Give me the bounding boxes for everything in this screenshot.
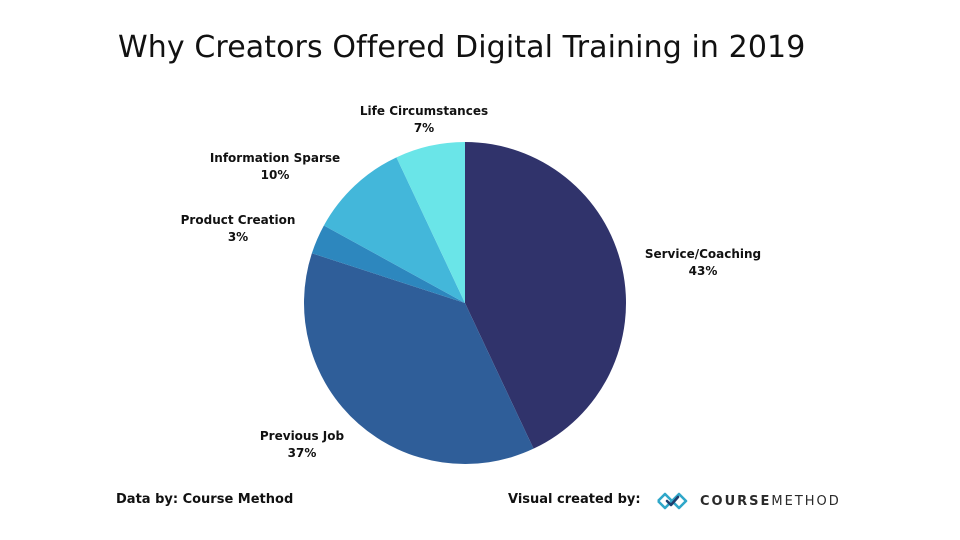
pie-slice-information-sparse xyxy=(323,157,465,303)
slice-value-label: 10% xyxy=(261,168,290,182)
pie-slice-previous-job xyxy=(303,253,534,465)
slice-label: Information Sparse xyxy=(210,151,340,165)
slice-label: Life Circumstances xyxy=(360,104,488,118)
slice-value-label: 3% xyxy=(228,230,248,244)
slice-value-label: 43% xyxy=(689,264,718,278)
pie-slices xyxy=(303,142,627,465)
slice-label: Service/Coaching xyxy=(645,247,761,261)
slice-label: Previous Job xyxy=(260,429,345,443)
pie-slice-service-coaching xyxy=(465,142,627,449)
chart-title: Why Creators Offered Digital Training in… xyxy=(118,30,806,65)
brand-word-course: COURSE xyxy=(700,493,772,509)
data-source: Data by: Course Method xyxy=(116,492,294,507)
pie-slice-life-circumstances xyxy=(396,142,465,303)
brand-word-method: METHOD xyxy=(771,493,841,509)
pie-labels: Service/Coaching 43% Previous Job 37% Produc… xyxy=(181,104,762,460)
slice-label: Product Creation xyxy=(181,213,296,227)
course-method-brand: COURSEMETHOD xyxy=(656,487,841,515)
slice-value-label: 7% xyxy=(414,121,434,135)
visual-credit: Visual created by: xyxy=(508,492,641,507)
pie-slice-product-creation xyxy=(311,225,465,303)
course-method-logo-icon xyxy=(657,492,688,510)
brand-wordmark: COURSEMETHOD xyxy=(700,494,841,509)
slice-value-label: 37% xyxy=(288,446,317,460)
